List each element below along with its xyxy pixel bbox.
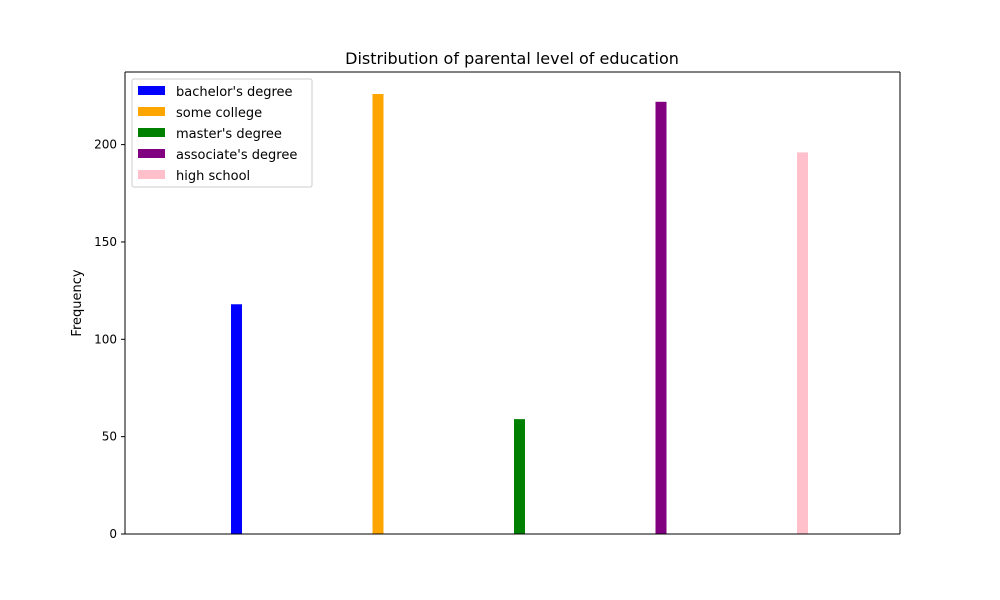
y-tick-label: 0 bbox=[109, 527, 117, 541]
legend-label-high-school: high school bbox=[176, 169, 250, 184]
y-tick-label: 200 bbox=[94, 138, 117, 152]
legend-label-some-college: some college bbox=[176, 106, 262, 121]
legend-label-master-s-degree: master's degree bbox=[176, 127, 282, 142]
bar-high-school bbox=[797, 152, 808, 534]
y-tick-label: 50 bbox=[102, 430, 117, 444]
legend-items: bachelor's degree some college master's de… bbox=[138, 85, 297, 184]
legend-swatch-high-school bbox=[138, 170, 165, 179]
bar-some-college bbox=[372, 94, 384, 534]
legend-label-associate-s-degree: associate's degree bbox=[176, 148, 297, 163]
y-tick-label: 100 bbox=[94, 332, 117, 346]
legend-frame bbox=[131, 78, 313, 188]
y-tick-label: 150 bbox=[94, 235, 117, 249]
legend-swatch-associate-s-degree bbox=[138, 149, 165, 158]
bar-associate-s-degree bbox=[655, 101, 667, 534]
chart-title: Distribution of parental level of educat… bbox=[345, 49, 679, 68]
legend-label-bachelor-s-degree: bachelor's degree bbox=[176, 85, 293, 100]
legend-swatch-master-s-degree bbox=[138, 128, 165, 137]
bar-master-s-degree bbox=[514, 419, 525, 534]
bar-bachelor-s-degree bbox=[231, 304, 242, 534]
legend-swatch-bachelor-s-degree bbox=[138, 86, 165, 95]
y-axis-label: Frequency bbox=[70, 269, 85, 336]
legend: bachelor's degree some college master's de… bbox=[131, 78, 313, 188]
legend-swatch-some-college bbox=[138, 107, 165, 116]
bars-layer bbox=[231, 94, 808, 534]
y-axis-ticks: 0 50 100 150 200 bbox=[94, 138, 125, 541]
